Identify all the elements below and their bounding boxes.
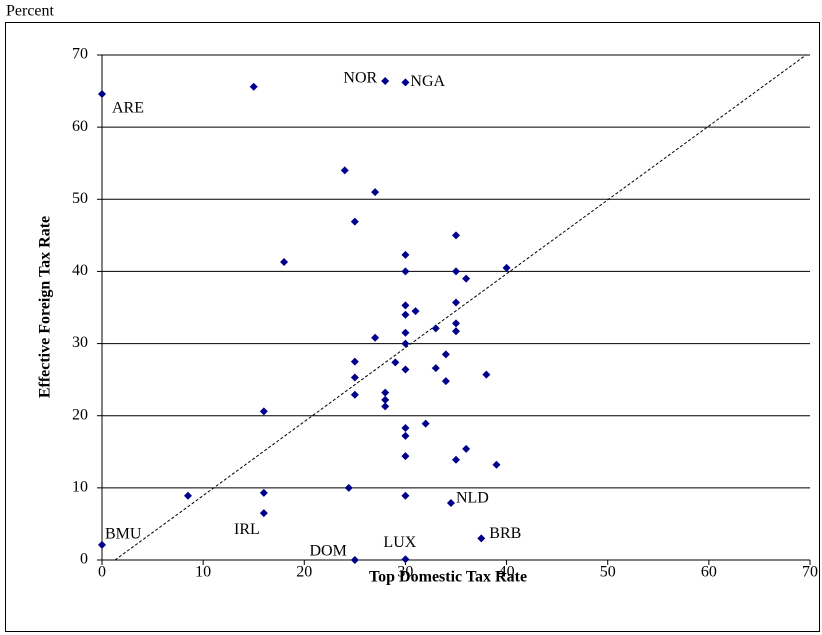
point xyxy=(452,319,460,328)
point xyxy=(259,488,268,497)
x-tick-label: 70 xyxy=(802,563,818,580)
point xyxy=(462,274,471,283)
point xyxy=(401,328,410,337)
point xyxy=(249,82,258,91)
point xyxy=(452,231,460,240)
point-label: NLD xyxy=(456,490,489,507)
y-axis-title: Effective Foreign Tax Rate xyxy=(37,216,54,398)
point xyxy=(401,555,410,564)
point xyxy=(259,407,268,416)
point xyxy=(446,499,455,508)
point xyxy=(401,491,410,500)
x-tick-label: 0 xyxy=(98,563,106,580)
point xyxy=(350,217,359,226)
x-tick-label: 40 xyxy=(499,563,515,580)
point xyxy=(401,301,410,310)
point xyxy=(431,364,440,373)
point xyxy=(441,377,450,386)
x-tick-label: 20 xyxy=(296,563,312,580)
chart-frame xyxy=(5,22,820,632)
point xyxy=(401,452,410,461)
point xyxy=(462,444,471,453)
y-tick-label: 70 xyxy=(72,46,88,63)
point-label: IRL xyxy=(234,521,260,538)
y-tick-label: 0 xyxy=(80,551,88,568)
point xyxy=(371,333,380,342)
point xyxy=(381,76,390,85)
point-label: NOR xyxy=(343,70,377,87)
point xyxy=(411,307,420,316)
point xyxy=(502,263,511,272)
point xyxy=(381,388,390,397)
point xyxy=(452,267,460,276)
x-tick-label: 50 xyxy=(600,563,616,580)
point xyxy=(350,373,359,382)
point-label: BRB xyxy=(489,525,521,542)
x-tick-label: 60 xyxy=(701,563,717,580)
point xyxy=(381,402,390,411)
point xyxy=(401,250,410,259)
point xyxy=(391,358,400,367)
point xyxy=(401,267,410,276)
x-tick-label: 10 xyxy=(195,563,211,580)
point xyxy=(401,365,410,374)
point xyxy=(340,166,349,175)
reference-line xyxy=(114,54,807,561)
point xyxy=(452,298,460,307)
point xyxy=(259,509,268,518)
point xyxy=(441,350,450,359)
point xyxy=(350,357,359,366)
y-tick-label: 40 xyxy=(72,262,88,279)
y-tick-label: 30 xyxy=(72,334,88,351)
point xyxy=(401,431,410,440)
point xyxy=(421,419,430,428)
y-tick-label: 10 xyxy=(72,479,88,496)
point xyxy=(492,460,501,469)
point xyxy=(98,89,106,98)
point-label: DOM xyxy=(310,543,347,560)
point xyxy=(183,491,192,500)
point xyxy=(401,423,410,432)
x-tick-label: 30 xyxy=(397,563,413,580)
point xyxy=(401,78,410,87)
point xyxy=(280,258,289,267)
point xyxy=(401,339,410,348)
point-label: LUX xyxy=(383,534,416,551)
point xyxy=(371,188,380,197)
point xyxy=(477,534,486,543)
x-axis-title: Top Domestic Tax Rate xyxy=(369,569,527,586)
point xyxy=(344,483,353,492)
point xyxy=(381,395,390,404)
point xyxy=(350,390,359,399)
point xyxy=(452,327,460,336)
point xyxy=(431,324,440,333)
point-label: ARE xyxy=(112,100,144,117)
point-label: NGA xyxy=(410,73,445,90)
point xyxy=(98,540,106,549)
point xyxy=(350,556,359,564)
unit-label: Percent xyxy=(6,3,55,20)
point-label: BMU xyxy=(105,526,142,543)
point xyxy=(452,455,460,464)
point xyxy=(482,370,491,379)
point xyxy=(401,310,410,319)
y-tick-label: 60 xyxy=(72,118,88,135)
y-tick-label: 20 xyxy=(72,406,88,423)
y-tick-label: 50 xyxy=(72,190,88,207)
